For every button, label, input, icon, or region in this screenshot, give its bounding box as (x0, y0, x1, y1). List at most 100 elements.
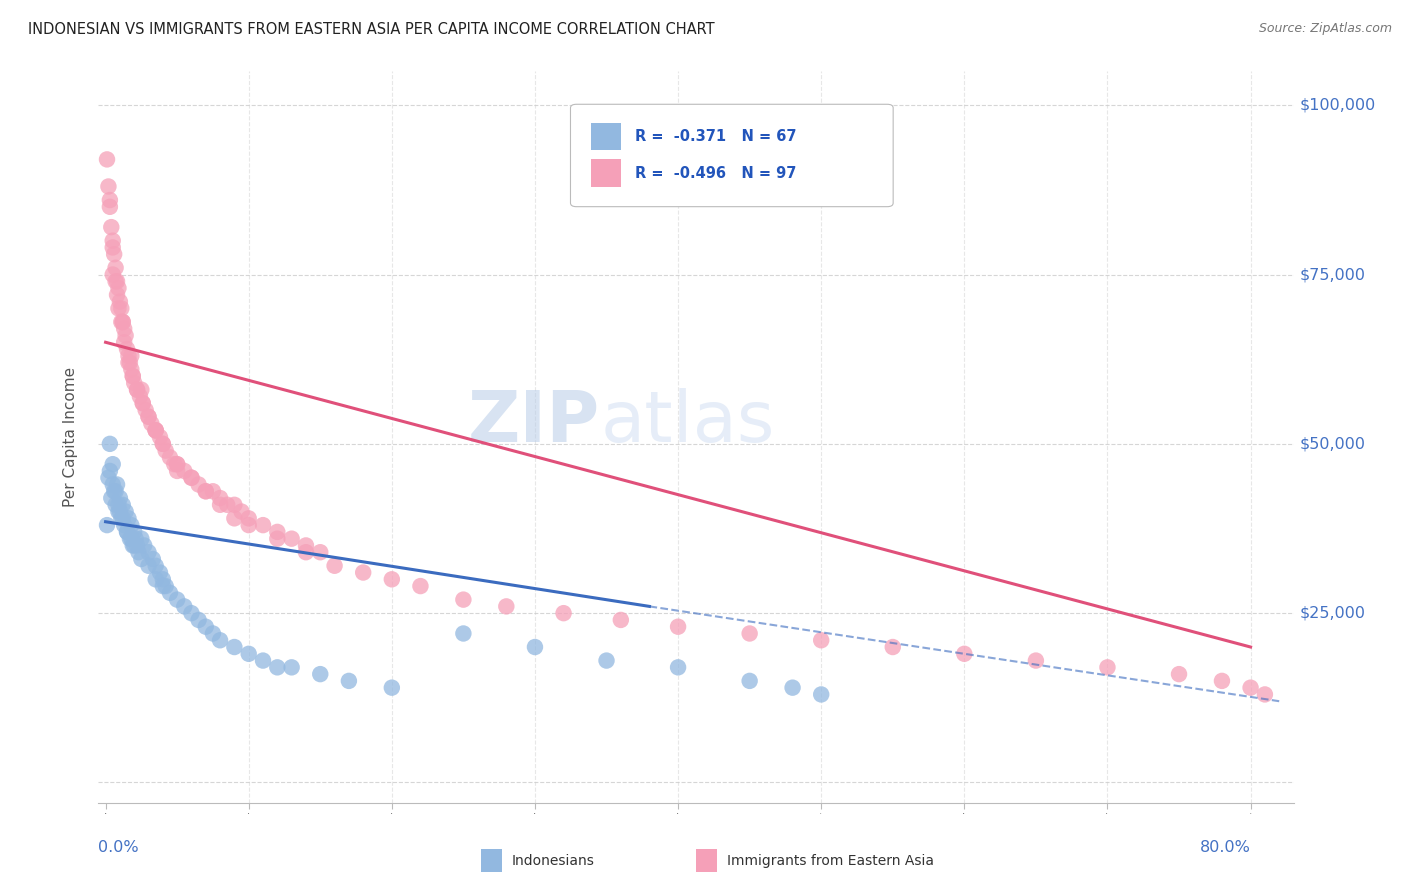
Point (101, 240, 124, 254)
Point (266, 660, 288, 674)
Bar (591, 159, 620, 187)
Point (209, 491, 232, 505)
Point (145, 558, 167, 573)
Text: atlas: atlas (600, 388, 775, 457)
Point (125, 383, 148, 397)
Point (97, 179, 120, 194)
Point (142, 552, 165, 566)
Point (101, 457, 124, 471)
Point (125, 538, 148, 552)
Point (124, 532, 146, 546)
Point (149, 566, 172, 580)
Point (145, 423, 167, 437)
Point (810, 688, 832, 702)
Point (1097, 660, 1119, 674)
Point (104, 498, 127, 512)
Point (117, 349, 139, 363)
Point (252, 518, 274, 533)
Point (155, 443, 177, 458)
Text: Immigrants from Eastern Asia: Immigrants from Eastern Asia (727, 854, 934, 868)
Point (100, 491, 122, 505)
Bar (481, 849, 502, 872)
Point (166, 464, 188, 478)
Point (141, 417, 163, 431)
Point (152, 437, 174, 451)
Point (134, 538, 156, 552)
Point (159, 586, 181, 600)
Text: $75,000: $75,000 (1299, 267, 1365, 282)
Point (125, 383, 148, 397)
Point (166, 457, 188, 471)
Point (152, 572, 174, 586)
Point (120, 518, 142, 533)
Point (122, 538, 145, 552)
Point (112, 335, 135, 350)
Point (108, 491, 131, 505)
Point (209, 498, 232, 512)
Point (112, 322, 135, 336)
Point (295, 545, 318, 559)
Point (495, 599, 517, 614)
Bar (696, 849, 717, 872)
Point (111, 511, 134, 525)
Point (152, 579, 174, 593)
Point (187, 477, 209, 491)
Point (323, 558, 346, 573)
Point (553, 606, 575, 620)
Point (103, 247, 125, 261)
Point (309, 545, 332, 559)
Text: ZIP: ZIP (468, 388, 600, 457)
Point (309, 667, 332, 681)
Point (1254, 688, 1277, 702)
Point (595, 654, 617, 668)
Point (107, 505, 129, 519)
Point (120, 362, 142, 376)
Point (107, 301, 129, 316)
Point (122, 376, 145, 390)
Point (523, 640, 546, 654)
Point (295, 538, 318, 552)
Point (138, 409, 160, 424)
Point (135, 403, 157, 417)
Point (101, 234, 124, 248)
Point (238, 518, 260, 533)
Point (132, 396, 155, 410)
Point (666, 620, 689, 634)
Point (381, 572, 404, 586)
Point (152, 437, 174, 451)
Point (155, 579, 177, 593)
Point (100, 220, 122, 235)
Point (132, 396, 155, 410)
Point (105, 288, 128, 302)
Text: $25,000: $25,000 (1299, 606, 1365, 621)
Point (103, 484, 125, 499)
Point (280, 660, 302, 674)
Point (194, 484, 217, 499)
Point (98, 193, 121, 207)
Point (117, 511, 139, 525)
Point (238, 647, 260, 661)
Point (166, 457, 188, 471)
Point (131, 383, 153, 397)
Point (107, 281, 129, 295)
Point (110, 511, 132, 525)
Point (381, 681, 404, 695)
Point (122, 524, 145, 539)
Point (782, 681, 804, 695)
Point (163, 457, 186, 471)
Point (1211, 673, 1233, 688)
Point (201, 484, 224, 499)
Point (98, 200, 121, 214)
Point (953, 647, 976, 661)
Point (110, 301, 132, 316)
Point (114, 505, 136, 519)
Point (217, 498, 239, 512)
Point (96, 518, 118, 533)
Point (98, 464, 121, 478)
Point (97, 471, 120, 485)
Point (352, 566, 374, 580)
Point (266, 532, 288, 546)
Point (180, 606, 202, 620)
Text: Source: ZipAtlas.com: Source: ZipAtlas.com (1258, 22, 1392, 36)
Point (173, 599, 195, 614)
